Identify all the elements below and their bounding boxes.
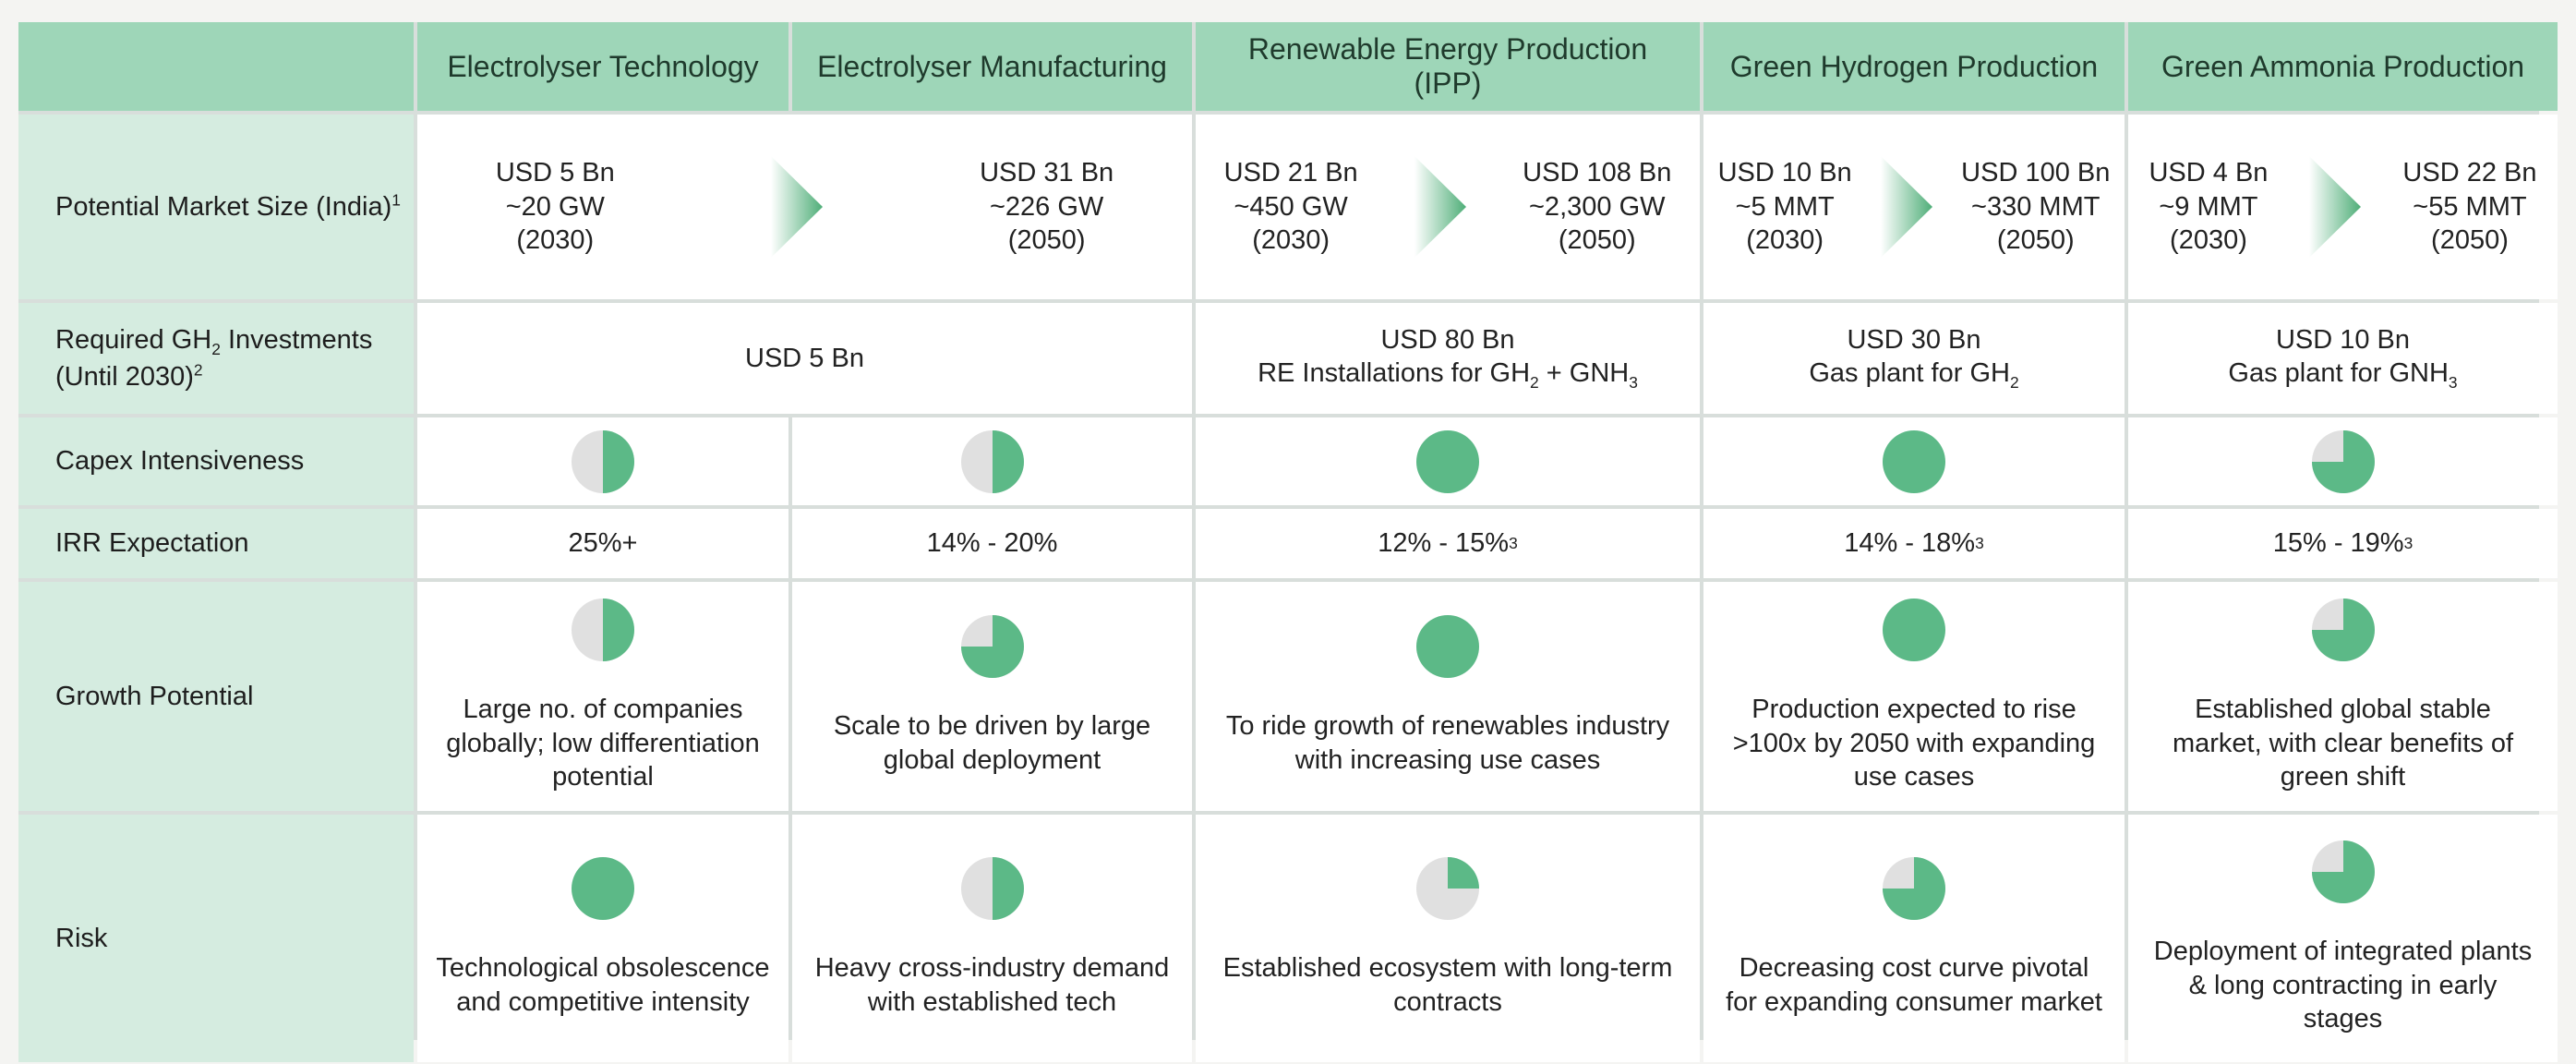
harvey-ball-fill <box>1883 857 1945 921</box>
harvey-ball-fill <box>2311 598 2375 662</box>
risk-cell: Heavy cross-industry demand with establi… <box>792 815 1192 1062</box>
harvey-ball-icon <box>1416 615 1479 679</box>
market-2030-value: USD 21 Bn ~450 GW (2030) <box>1223 158 1358 256</box>
comparison-table: Electrolyser Technology Electrolyser Man… <box>18 22 2558 1062</box>
market-2030-value: USD 4 Bn ~9 MMT (2030) <box>2149 158 2269 256</box>
market-2050-value: USD 22 Bn ~55 MMT (2050) <box>2402 158 2537 256</box>
header-electrolyser-manufacturing: Electrolyser Manufacturing <box>792 22 1192 111</box>
harvey-ball-fill <box>992 857 1024 921</box>
investment-hydrogen: USD 30 Bn Gas plant for GH2 <box>1703 303 2125 414</box>
row-label-growth: Growth Potential <box>18 582 414 811</box>
harvey-ball-icon <box>960 615 1024 679</box>
risk-description: Technological obsolescence and competiti… <box>436 953 770 1017</box>
risk-cell: Technological obsolescence and competiti… <box>417 815 788 1062</box>
growth-description: Production expected to rise >100x by 205… <box>1732 695 2096 792</box>
growth-description: To ride growth of renewables industry wi… <box>1225 711 1670 775</box>
capex-cell <box>1703 417 2125 505</box>
harvey-ball-icon <box>572 598 634 662</box>
harvey-ball-icon <box>572 857 634 921</box>
risk-cell: Deployment of integrated plants & long c… <box>2128 815 2558 1062</box>
harvey-ball-fill <box>992 429 1024 493</box>
harvey-ball-icon <box>1883 857 1945 921</box>
header-electrolyser-technology: Electrolyser Technology <box>417 22 788 111</box>
harvey-ball-fill <box>2311 840 2375 904</box>
market-2050-value: USD 100 Bn ~330 MMT (2050) <box>1961 158 2111 256</box>
investment-ammonia: USD 10 Bn Gas plant for GNH3 <box>2128 303 2558 414</box>
risk-cell: Established ecosystem with long-term con… <box>1196 815 1700 1062</box>
risk-description: Established ecosystem with long-term con… <box>1222 953 1673 1017</box>
harvey-ball-icon <box>960 429 1024 493</box>
row-label-risk: Risk <box>18 815 414 1062</box>
row-label-capex: Capex Intensiveness <box>18 417 414 505</box>
irr-value: 25%+ <box>417 509 788 578</box>
growth-arrow-icon <box>2309 156 2362 258</box>
harvey-ball-icon <box>1883 429 1945 493</box>
growth-description: Large no. of companies globally; low dif… <box>446 695 760 792</box>
harvey-ball-icon <box>1883 598 1945 662</box>
row-label-investments: Required GH2 Investments (Until 2030)2 <box>18 303 414 414</box>
market-2030-value: USD 10 Bn ~5 MMT (2030) <box>1717 158 1852 256</box>
capex-cell <box>417 417 788 505</box>
market-ammonia-cell: USD 4 Bn ~9 MMT (2030) USD 22 Bn ~55 MMT (20… <box>2128 115 2558 299</box>
growth-cell: To ride growth of renewables industry wi… <box>1196 582 1700 811</box>
risk-description: Decreasing cost curve pivotal for expand… <box>1726 953 2102 1017</box>
risk-description: Deployment of integrated plants & long c… <box>2153 937 2533 1034</box>
harvey-ball-icon <box>960 857 1024 921</box>
harvey-ball-icon <box>1416 429 1479 493</box>
harvey-ball-fill <box>960 615 1024 679</box>
market-2050-value: USD 31 Bn ~226 GW (2050) <box>980 158 1114 256</box>
harvey-ball-icon <box>2311 429 2375 493</box>
growth-cell: Large no. of companies globally; low dif… <box>417 582 788 811</box>
growth-description: Established global stable market, with c… <box>2172 695 2514 792</box>
growth-cell: Production expected to rise >100x by 205… <box>1703 582 2125 811</box>
growth-cell: Scale to be driven by large global deplo… <box>792 582 1192 811</box>
investment-electrolyser: USD 5 Bn <box>417 303 1192 414</box>
growth-description: Scale to be driven by large global deplo… <box>833 711 1151 775</box>
growth-cell: Established global stable market, with c… <box>2128 582 2558 811</box>
harvey-ball-fill <box>603 429 634 493</box>
market-renewable-cell: USD 21 Bn ~450 GW (2030) USD 108 Bn ~2,300 … <box>1196 115 1700 299</box>
irr-value: 14% - 18% 3 <box>1703 509 2125 578</box>
row-label-market-size: Potential Market Size (India)1 <box>18 115 414 299</box>
capex-cell <box>2128 417 2558 505</box>
risk-cell: Decreasing cost curve pivotal for expand… <box>1703 815 2125 1062</box>
growth-arrow-icon <box>1414 156 1466 258</box>
growth-arrow-icon <box>771 156 824 258</box>
risk-description: Heavy cross-industry demand with establi… <box>814 953 1170 1017</box>
irr-value: 12% - 15% 3 <box>1196 509 1700 578</box>
harvey-ball-fill <box>603 598 634 662</box>
growth-arrow-icon <box>1880 156 1932 258</box>
harvey-ball-icon <box>572 429 634 493</box>
capex-cell <box>1196 417 1700 505</box>
harvey-ball-icon <box>1416 857 1479 921</box>
irr-value: 15% - 19% 3 <box>2128 509 2558 578</box>
harvey-ball-fill <box>1448 857 1479 889</box>
investment-renewable: USD 80 Bn RE Installations for GH2 + GNH… <box>1196 303 1700 414</box>
market-2050-value: USD 108 Bn ~2,300 GW (2050) <box>1523 158 1672 256</box>
harvey-ball-fill <box>2311 429 2375 493</box>
header-green-hydrogen: Green Hydrogen Production <box>1703 22 2125 111</box>
market-hydrogen-cell: USD 10 Bn ~5 MMT (2030) USD 100 Bn ~330 MMT… <box>1703 115 2125 299</box>
harvey-ball-icon <box>2311 840 2375 904</box>
header-renewable-energy: Renewable Energy Production (IPP) <box>1196 22 1700 111</box>
header-corner <box>18 22 414 111</box>
row-label-irr: IRR Expectation <box>18 509 414 578</box>
header-green-ammonia: Green Ammonia Production <box>2128 22 2558 111</box>
market-2030-value: USD 5 Bn ~20 GW (2030) <box>495 158 615 256</box>
harvey-ball-icon <box>2311 598 2375 662</box>
irr-value: 14% - 20% <box>792 509 1192 578</box>
market-electrolyser-cell: USD 5 Bn ~20 GW (2030) USD 31 Bn ~226 GW (20… <box>417 115 1192 299</box>
capex-cell <box>792 417 1192 505</box>
